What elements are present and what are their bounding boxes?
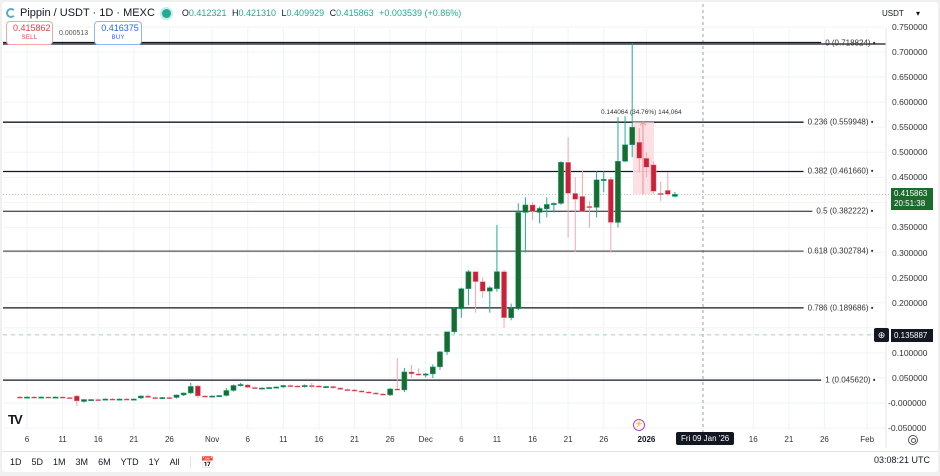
y-axis-label: 0.650000 <box>892 72 928 83</box>
buy-button[interactable]: 0.416375 BUY <box>94 21 143 45</box>
range-6m[interactable]: 6M <box>98 457 111 467</box>
y-axis-label: 0.750000 <box>892 21 928 32</box>
x-axis-label: 21 <box>350 435 359 444</box>
crosshair-price-tag: 0.135887 <box>891 329 933 342</box>
divider <box>189 456 191 468</box>
sell-button[interactable]: 0.415862 SELL <box>6 21 53 45</box>
x-axis-label: 16 <box>93 435 103 444</box>
x-axis-label: 16 <box>314 435 324 444</box>
market-open-icon <box>161 8 171 18</box>
x-axis-label: 21 <box>129 435 139 444</box>
range-1m[interactable]: 1M <box>53 457 66 467</box>
chart-header: Pippin / USDT · 1D · MEXC O0.412321 H0.4… <box>6 5 461 21</box>
range-1y[interactable]: 1Y <box>148 457 160 467</box>
crosshair-date-tag: Fri 09 Jan '26 <box>676 432 735 445</box>
y-axis-label: 0.300000 <box>892 247 928 258</box>
settings-gear-icon[interactable] <box>908 435 918 445</box>
y-axis-label: -0.000000 <box>888 398 927 408</box>
y-axis-label: 0.600000 <box>892 97 928 108</box>
y-axis-label: 0.100000 <box>892 347 928 358</box>
spread-value: 0.000513 <box>59 29 89 37</box>
y-axis-label: 0.700000 <box>892 46 928 57</box>
range-5d[interactable]: 5D <box>31 457 44 467</box>
x-axis-label: 16 <box>748 435 758 444</box>
x-axis-label: 26 <box>599 435 609 444</box>
add-alert-icon[interactable]: ⊕ <box>874 328 889 342</box>
y-axis-label: 0.200000 <box>892 297 928 308</box>
x-axis-label: 21 <box>563 435 573 444</box>
x-axis-label: 26 <box>164 435 174 444</box>
fib-level-label: 0.236 (0.559948) • <box>807 117 874 127</box>
go-to-date-icon[interactable]: 📅 <box>200 456 215 469</box>
x-axis-label: 26 <box>819 435 829 444</box>
x-axis-label: Feb <box>860 435 875 444</box>
fib-level-label: 1 (0.045620) • <box>825 375 876 385</box>
fib-level-label: 0.786 (0.189686) • <box>807 303 874 313</box>
y-axis-label: -0.050000 <box>888 423 927 434</box>
range-3m[interactable]: 3M <box>75 457 89 467</box>
fib-level-label: 0.5 (0.382222) • <box>816 206 874 216</box>
range-ytd[interactable]: YTD <box>120 457 139 467</box>
current-price-tag: 0.415863 20:51:38 <box>891 188 933 210</box>
measure-label: 0.144064 (34.76%) 144,064 <box>601 109 682 116</box>
bottom-toolbar: 1D 5D 1M 3M 6M YTD 1Y All 📅 <box>2 451 938 472</box>
y-axis-label: 0.450000 <box>892 172 928 183</box>
symbol-title[interactable]: Pippin / USDT · 1D · MEXC <box>20 7 155 19</box>
x-axis-label: 6 <box>459 435 464 444</box>
tradingview-logo[interactable]: TV <box>8 412 23 427</box>
fib-level-label: 0.382 (0.461660) • <box>807 166 874 176</box>
range-1d[interactable]: 1D <box>10 457 22 467</box>
x-axis-label: 11 <box>58 435 67 444</box>
currency-selector[interactable]: USDT ▾ <box>878 6 924 20</box>
y-axis-label: 0.050000 <box>892 372 928 383</box>
ohlc-values: O0.412321 H0.421310 L0.409929 C0.415863 … <box>181 8 462 18</box>
x-axis-label: 6 <box>24 435 30 444</box>
x-axis-label: 11 <box>279 435 288 444</box>
utc-clock[interactable]: 03:08:21 UTC <box>873 455 930 465</box>
y-axis-label: 0.500000 <box>892 147 928 158</box>
x-axis-label: Nov <box>204 435 220 444</box>
x-axis-label: 26 <box>385 435 395 444</box>
x-axis-label: 21 <box>784 435 794 444</box>
x-axis-label: Dec <box>418 435 433 444</box>
trade-panel: 0.415862 SELL 0.000513 0.416375 BUY <box>6 21 143 45</box>
x-axis-label: 6 <box>245 435 250 444</box>
y-axis-label: 0.250000 <box>892 272 928 283</box>
y-axis-label: 0.550000 <box>892 122 928 133</box>
y-axis-label: 0.350000 <box>892 222 928 233</box>
fib-level-label: 0.618 (0.302784) • <box>807 246 874 256</box>
x-axis-label: 11 <box>492 435 502 444</box>
x-axis-label: 16 <box>528 435 537 444</box>
pippin-logo-icon <box>6 8 16 18</box>
fib-level-label: 0 (0.718824) • <box>825 38 876 47</box>
chevron-down-icon: ▾ <box>915 8 920 18</box>
range-all[interactable]: All <box>169 457 180 467</box>
lightning-event-icon[interactable]: ⚡ <box>633 419 645 431</box>
x-axis-label: 2026 <box>637 435 656 444</box>
